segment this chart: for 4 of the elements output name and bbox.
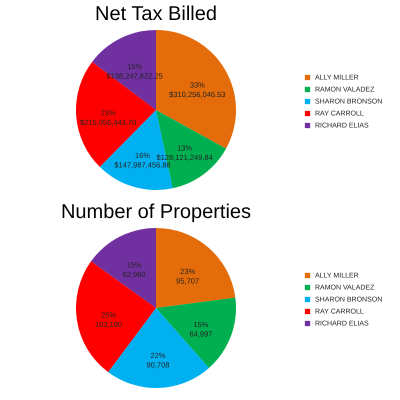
pie-slice xyxy=(156,228,236,308)
chart-title: Number of Properties xyxy=(60,201,252,223)
chart-title: Net Tax Billed xyxy=(95,3,217,25)
pie-slice xyxy=(91,228,156,308)
